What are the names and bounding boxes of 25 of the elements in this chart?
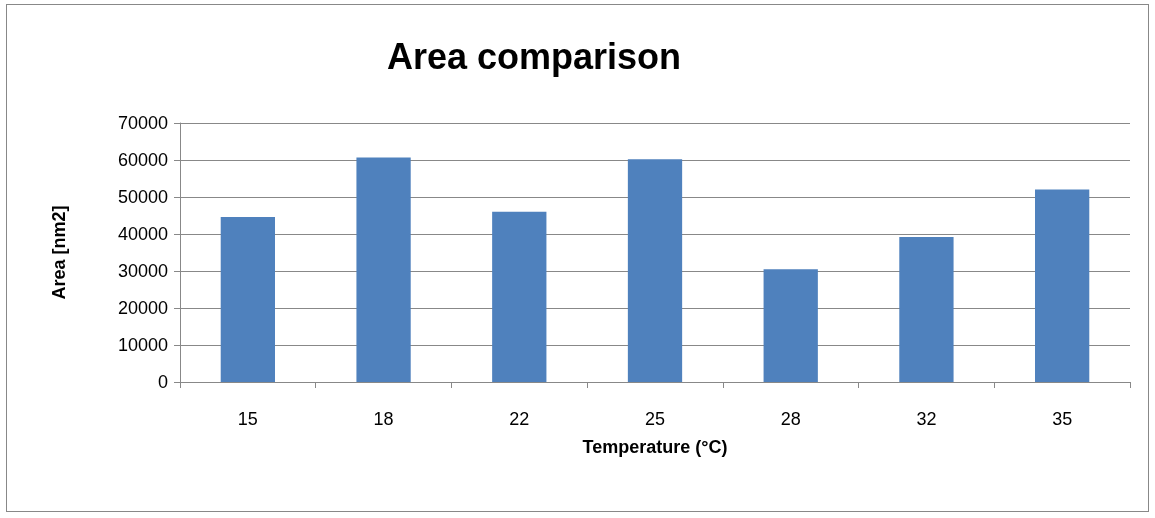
y-tick-label: 70000 [117,113,168,133]
x-tick-label: 18 [373,409,394,429]
x-tick-label: 32 [916,409,937,429]
x-tick-label: 28 [780,409,801,429]
bar [1035,189,1090,382]
x-tick-label: 22 [509,409,530,429]
y-tick-label: 10000 [117,335,168,355]
y-tick-label: 20000 [117,298,168,318]
y-tick-label: 0 [157,372,168,392]
x-tick-label: 15 [237,409,258,429]
bar [763,269,818,382]
y-tick-label: 50000 [117,187,168,207]
x-axis-title: Temperature (°C) [582,437,728,457]
chart-title: Area comparison [386,35,682,77]
bar [899,236,954,382]
y-tick-label: 60000 [117,150,168,170]
y-tick-label: 40000 [117,224,168,244]
y-axis-title: Area [nm2] [49,205,69,300]
bar [356,157,411,382]
bar [627,159,683,382]
x-tick-label: 25 [644,409,666,429]
x-tick-label: 35 [1052,409,1073,429]
bar [492,211,547,382]
y-tick-label: 30000 [117,261,168,281]
bar [220,216,275,382]
